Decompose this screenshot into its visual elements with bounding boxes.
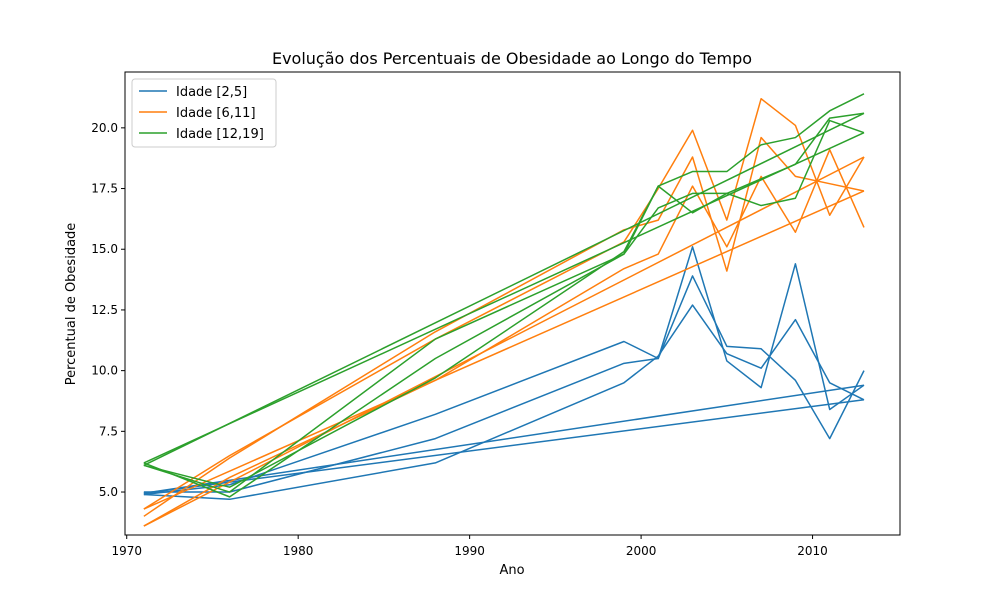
series-group — [143, 93, 865, 498]
x-tick-label: 1970 — [111, 544, 142, 558]
series-line — [143, 136, 865, 517]
series-line — [143, 148, 865, 527]
series-line — [143, 275, 865, 493]
x-axis-label: Ano — [499, 563, 524, 578]
legend-entry: Idade [2,5] — [176, 85, 247, 100]
y-tick-label: 15.0 — [91, 242, 118, 256]
legend: Idade [2,5] Idade [6,11] Idade [12,19] — [131, 78, 277, 148]
y-tick-label: 10.0 — [91, 364, 118, 378]
chart-title: Evolução dos Percentuais de Obesidade ao… — [272, 49, 752, 68]
y-axis-label: Percentual de Obesidade — [64, 223, 79, 386]
series-line — [143, 112, 865, 488]
y-tick-label: 7.5 — [99, 424, 118, 438]
y-tick-label: 5.0 — [99, 485, 118, 499]
legend-entry: Idade [12,19] — [176, 127, 264, 142]
plot-frame — [124, 71, 901, 536]
y-tick-label: 20.0 — [91, 121, 118, 135]
x-tick-label: 1990 — [454, 544, 485, 558]
series-line — [143, 93, 865, 493]
x-tick-label: 1980 — [283, 544, 314, 558]
series-line — [143, 97, 865, 510]
y-axis-ticks: 5.0 7.5 10.0 12.5 15.0 17.5 20.0 — [91, 121, 125, 499]
series-line — [143, 304, 865, 501]
x-tick-label: 2000 — [626, 544, 657, 558]
y-tick-label: 17.5 — [91, 182, 118, 196]
series-layer — [143, 93, 865, 527]
x-tick-label: 2010 — [797, 544, 828, 558]
series-line — [143, 246, 865, 496]
series-line — [143, 384, 865, 494]
series-line — [143, 190, 865, 510]
legend-entry: Idade [6,11] — [176, 106, 256, 121]
series-line — [143, 112, 865, 466]
x-axis-ticks: 1970 1980 1990 2000 2010 — [111, 535, 828, 558]
series-line — [143, 119, 865, 498]
series-line — [143, 132, 865, 464]
series-group — [143, 97, 865, 527]
y-tick-label: 12.5 — [91, 303, 118, 317]
series-group — [143, 246, 865, 501]
series-line — [143, 399, 865, 494]
series-line — [143, 156, 865, 527]
legend-box — [131, 78, 277, 148]
